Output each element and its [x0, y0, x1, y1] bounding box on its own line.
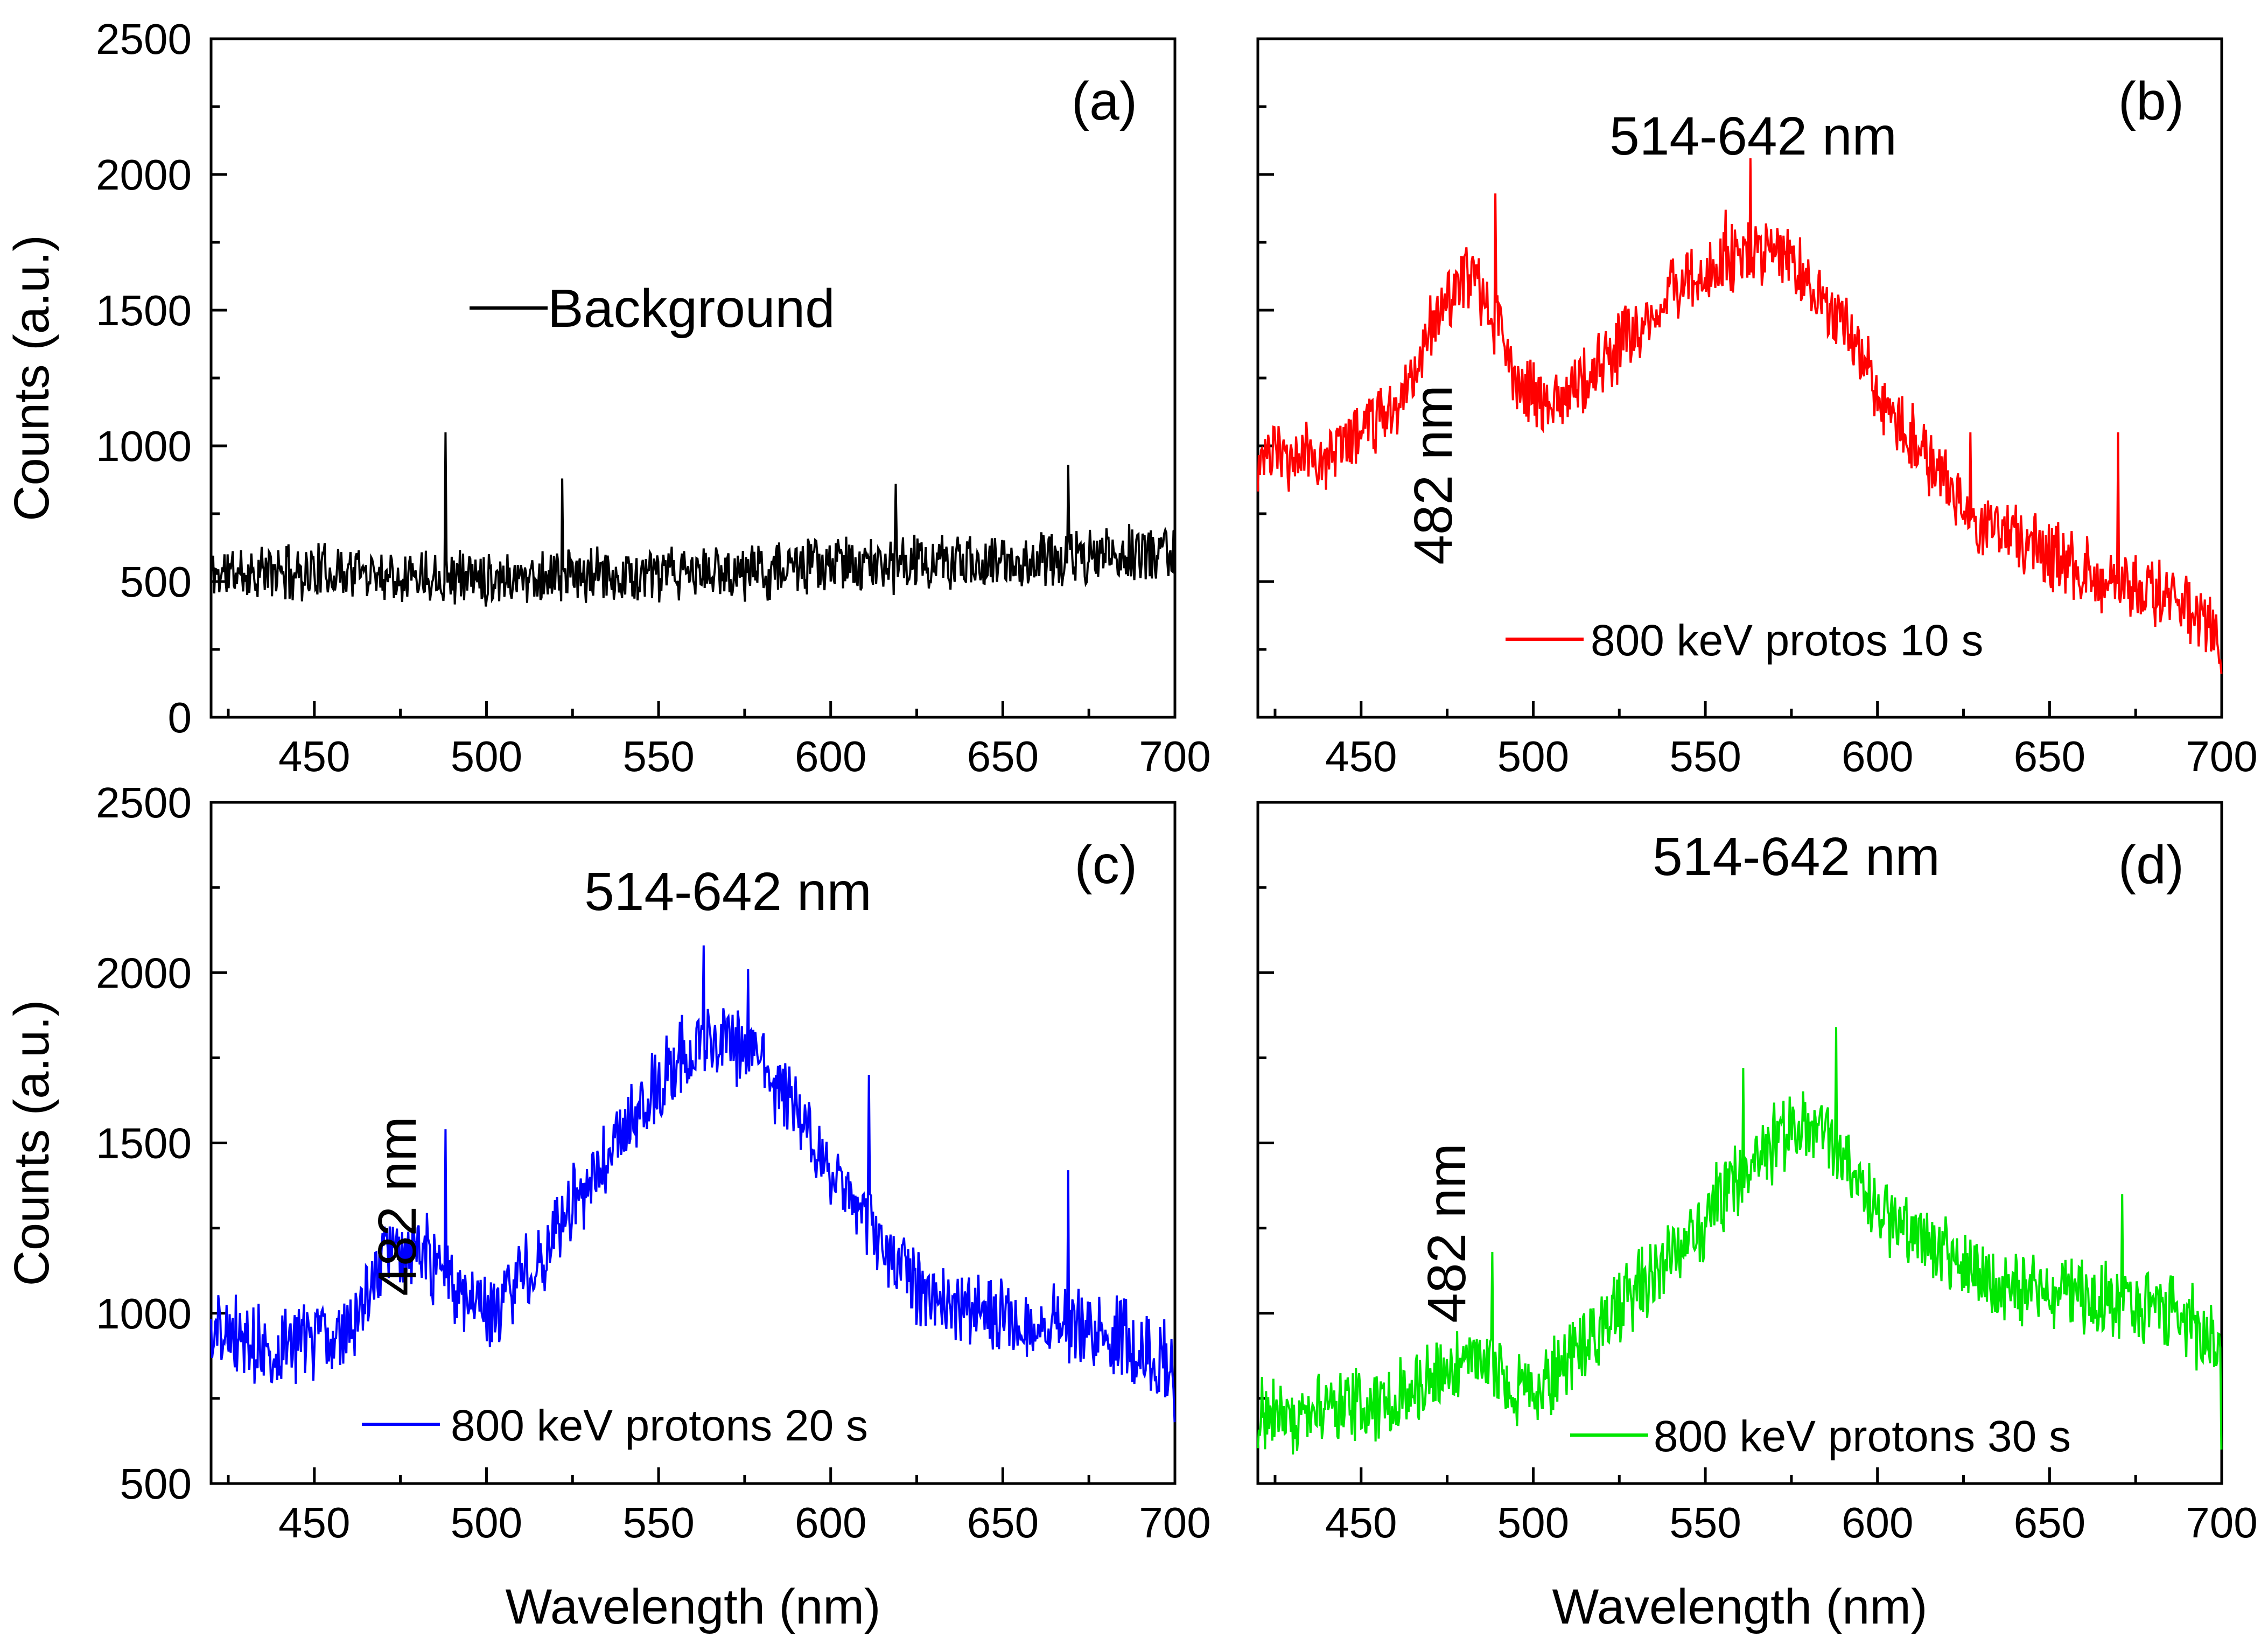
panel-a-xtick-label: 600: [795, 732, 866, 780]
panel-c-ytick-label: 1000: [96, 1290, 192, 1338]
panel-c-xtick-label: 700: [1139, 1499, 1210, 1547]
panel-c-data-area: [210, 945, 1176, 1423]
panel-d-xlabel: Wavelength (nm): [1552, 1579, 1927, 1634]
panel-a-xtick-label: 450: [278, 732, 350, 780]
panel-d: 450 500 550 600 650 700 (d) 514-642 nm 482 nm…: [1256, 801, 2258, 1634]
panel-b-xtick-label: 450: [1325, 732, 1397, 780]
panel-a: 450 500 550 600 650 700 0 500 1000 1500 2000 2500 (…: [4, 15, 1211, 780]
panel-a-ytick-label: 1500: [96, 286, 192, 334]
panel-c-ylabel: Counts (a.u.): [4, 1000, 59, 1286]
panel-c-ytick-label: 500: [120, 1460, 192, 1508]
panel-d-xtick-label: 700: [2186, 1499, 2257, 1547]
panel-c-xlabel: Wavelength (nm): [505, 1579, 880, 1634]
panel-d-peak-annotation: 514-642 nm: [1653, 827, 1940, 887]
panel-c-482nm-annotation: 482 nm: [367, 1116, 428, 1296]
panel-d-482nm-annotation: 482 nm: [1417, 1143, 1477, 1323]
panel-b-spectrum-line: [1257, 158, 2223, 674]
panel-a-ylabel: Counts (a.u.): [4, 235, 59, 521]
panel-b-xtick-label: 550: [1669, 732, 1741, 780]
panel-d-label: (d): [2118, 835, 2184, 895]
panel-c-ytick-label: 2000: [96, 949, 192, 997]
panel-b-xtick-label: 500: [1497, 732, 1569, 780]
panel-b: 450 500 550 600 650 700 (b) 514-642 nm 482 nm…: [1256, 37, 2258, 780]
panel-c-axis-ticks: 450 500 550 600 650 700 500 1000 1500 2000 2500: [96, 779, 1211, 1547]
panel-b-data-area: [1257, 158, 2223, 674]
panel-c-xtick-label: 550: [622, 1499, 694, 1547]
panel-d-xtick-label: 600: [1842, 1499, 1913, 1547]
panel-d-xtick-label: 500: [1497, 1499, 1569, 1547]
panel-a-xtick-label: 700: [1139, 732, 1210, 780]
panel-d-legend-text: 800 keV protons 30 s: [1654, 1412, 2071, 1461]
panel-c-spectrum-line: [210, 945, 1176, 1423]
panel-a-spectrum-line: [210, 432, 1175, 607]
panel-c-xtick-label: 500: [451, 1499, 522, 1547]
panel-b-xtick-label: 700: [2186, 732, 2257, 780]
panel-a-ytick-label: 2000: [96, 151, 192, 199]
panel-a-label: (a): [1072, 71, 1137, 131]
panel-d-axis-ticks: 450 500 550 600 650 700: [1258, 801, 2258, 1547]
panel-d-spectrum-line: [1257, 1027, 2223, 1455]
panel-d-xtick-label: 450: [1325, 1499, 1397, 1547]
panel-a-ytick-label: 500: [120, 558, 192, 606]
panel-a-xtick-label: 650: [967, 732, 1039, 780]
panel-c-xtick-label: 450: [278, 1499, 350, 1547]
panel-c-ytick-label: 2500: [96, 779, 192, 827]
panel-c-ytick-label: 1500: [96, 1120, 192, 1167]
panel-d-xtick-label: 650: [2014, 1499, 2085, 1547]
panel-a-ytick-label: 2500: [96, 15, 192, 63]
panel-b-xtick-label: 600: [1842, 732, 1913, 780]
panel-c: 450 500 550 600 650 700 500 1000 1500 2000 2500 (c…: [4, 779, 1211, 1634]
panel-a-xtick-label: 500: [451, 732, 522, 780]
panel-b-482nm-annotation: 482 nm: [1403, 385, 1464, 565]
panel-a-data-area: [210, 432, 1175, 607]
panel-c-label: (c): [1074, 835, 1137, 895]
panel-b-legend-text: 800 keV protos 10 s: [1591, 616, 1983, 665]
panel-a-ytick-label: 1000: [96, 422, 192, 470]
panel-d-xtick-label: 550: [1669, 1499, 1741, 1547]
panel-c-xtick-label: 600: [795, 1499, 866, 1547]
panel-c-xtick-label: 650: [967, 1499, 1039, 1547]
panel-c-legend-text: 800 keV protons 20 s: [451, 1401, 868, 1450]
panel-b-xtick-label: 650: [2014, 732, 2085, 780]
panel-a-ytick-label: 0: [168, 694, 192, 741]
panel-b-axis-ticks: 450 500 550 600 650 700: [1258, 37, 2258, 780]
panel-a-legend-text: Background: [548, 278, 835, 339]
panel-a-axis-ticks: 450 500 550 600 650 700 0 500 1000 1500 2000 2500: [96, 15, 1211, 780]
panel-b-peak-annotation: 514-642 nm: [1609, 106, 1897, 166]
panel-b-label: (b): [2118, 71, 2184, 131]
panel-a-xtick-label: 550: [622, 732, 694, 780]
panel-d-data-area: [1257, 1027, 2223, 1455]
panel-c-peak-annotation: 514-642 nm: [584, 862, 872, 922]
